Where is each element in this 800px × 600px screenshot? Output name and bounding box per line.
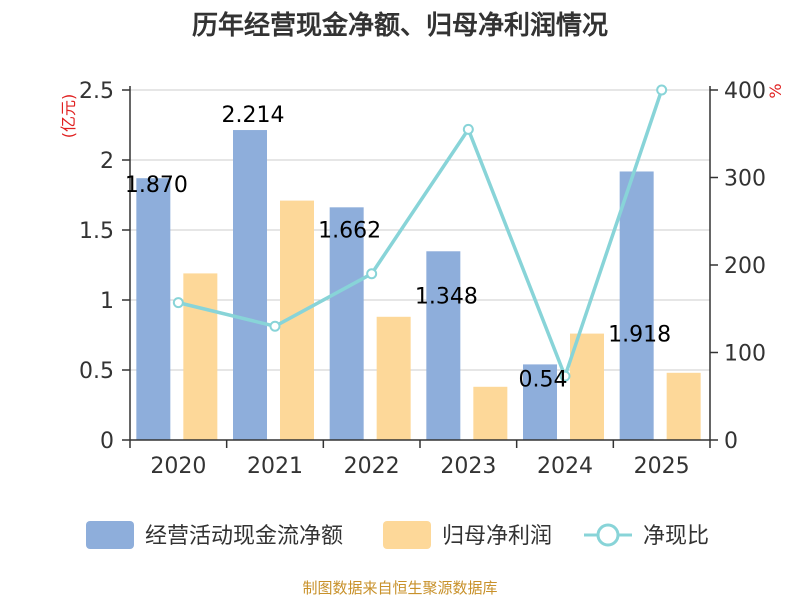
right-tick-label: 300	[724, 167, 766, 192]
x-tick-label: 2023	[440, 454, 496, 479]
bar-net-profit-2024	[570, 333, 604, 440]
ratio-line	[172, 84, 668, 382]
bar-cashflow-2024	[523, 364, 557, 440]
left-tick-label: 1	[100, 289, 114, 314]
bar-net-profit-2020	[183, 273, 218, 440]
right-tick-label: 100	[724, 342, 766, 367]
bar-net-profit-2025	[666, 372, 701, 440]
bar-cashflow-2021	[233, 130, 267, 441]
x-tick-label: 2021	[247, 454, 303, 479]
left-axis-unit: (亿元)	[59, 94, 78, 139]
legend-label-net-profit: 归母净利润	[442, 524, 552, 549]
ratio-point-2022	[366, 268, 378, 280]
legend-swatch-cashflow	[86, 521, 134, 549]
bar-cashflow-2020	[136, 178, 171, 440]
left-tick-label: 1.5	[79, 219, 114, 244]
data-label-cashflow-2025: 1.918	[608, 322, 671, 347]
x-tick-label: 2022	[344, 454, 400, 479]
x-tick-label: 2020	[150, 454, 206, 479]
ratio-point-2023	[462, 123, 474, 135]
bar-net-profit-2023	[473, 386, 508, 440]
right-tick-label: 200	[724, 254, 766, 279]
right-axis-unit: %	[766, 83, 785, 98]
left-tick-label: 2.5	[79, 79, 114, 104]
ratio-point-2021	[269, 320, 281, 332]
axes: 0 0.5 1 1.5 2 2.5 0 100 200 300 400 2020 2021 2022 202…	[79, 79, 766, 479]
left-tick-label: 0	[100, 429, 114, 454]
bar-cashflow-2025	[619, 171, 654, 441]
source-note: 制图数据来自恒生聚源数据库	[302, 579, 497, 597]
right-tick-label: 0	[724, 429, 738, 454]
ratio-polyline	[177, 89, 664, 382]
ratio-point-2024	[559, 370, 571, 382]
ratio-point-2020	[172, 297, 184, 309]
ratio-point-2025	[656, 84, 668, 96]
bar-net-profit-2022	[376, 316, 411, 440]
bar-cashflow-2023	[426, 251, 461, 440]
bar-cashflow-2022	[329, 207, 364, 440]
left-tick-label: 2	[100, 149, 114, 174]
legend-swatch-net-profit	[383, 521, 431, 549]
right-tick-label: 400	[724, 79, 766, 104]
data-labels: 1.870 2.214 1.662 1.348 0.54 1.918	[125, 103, 671, 392]
chart-title: 历年经营现金净额、归母净利润情况	[192, 10, 608, 41]
legend: 经营活动现金流净额 归母净利润 净现比	[86, 521, 709, 549]
data-label-cashflow-2021: 2.214	[222, 103, 285, 128]
bars	[136, 130, 701, 441]
data-label-cashflow-2023: 1.348	[415, 284, 478, 309]
x-tick-label: 2025	[634, 454, 690, 479]
data-label-cashflow-2024: 0.54	[519, 367, 568, 392]
legend-label-ratio: 净现比	[643, 524, 709, 549]
x-tick-label: 2024	[537, 454, 593, 479]
legend-label-cashflow: 经营活动现金流净额	[145, 524, 343, 549]
data-label-cashflow-2020: 1.870	[125, 173, 188, 198]
data-label-cashflow-2022: 1.662	[318, 218, 381, 243]
legend-marker-ratio	[596, 523, 620, 547]
left-tick-label: 0.5	[79, 359, 114, 384]
